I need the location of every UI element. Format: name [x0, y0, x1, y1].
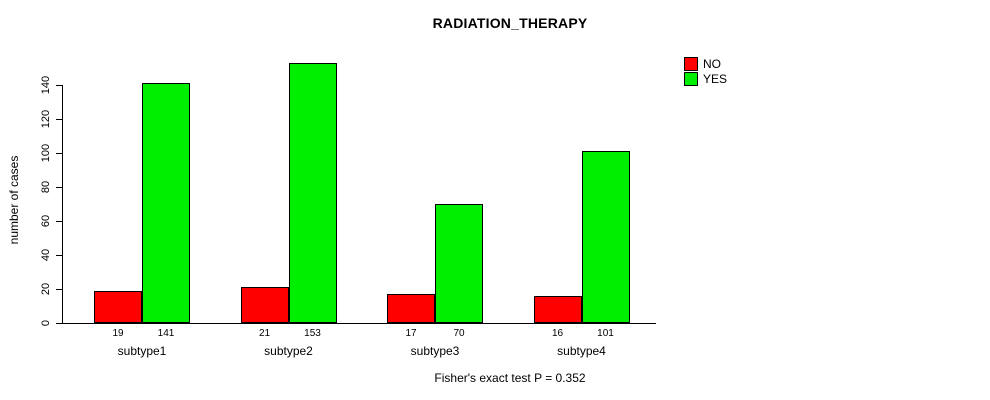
x-category-label: subtype1 [117, 344, 167, 358]
bar-no-subtype3 [387, 294, 435, 323]
y-axis-line [62, 85, 63, 323]
bar-value-label: 70 [453, 328, 465, 339]
bar-value-label: 21 [258, 328, 271, 339]
legend-label: YES [703, 72, 728, 86]
y-tick-mark [56, 153, 62, 154]
bar-value-label: 17 [405, 328, 417, 339]
y-tick-mark [56, 221, 62, 222]
legend-row-yes: YES [684, 72, 727, 86]
y-axis-label: number of cases [7, 155, 21, 245]
legend-swatch-yes [684, 72, 698, 86]
legend-swatch-no [684, 57, 698, 71]
y-tick-label: 60 [40, 214, 52, 228]
y-tick-label: 20 [40, 282, 52, 296]
y-tick-label: 140 [40, 75, 52, 95]
y-tick-label: 100 [40, 143, 52, 163]
bar-yes-subtype3 [435, 204, 483, 323]
legend-label: NO [703, 57, 721, 71]
legend-row-no: NO [684, 57, 727, 71]
y-tick-label: 120 [40, 109, 52, 129]
y-tick-mark [56, 85, 62, 86]
bar-value-label: 101 [597, 328, 614, 339]
y-tick-mark [56, 323, 62, 324]
y-tick-label: 40 [40, 248, 52, 262]
bar-no-subtype4 [533, 295, 582, 323]
x-category-label: subtype2 [264, 344, 313, 358]
y-tick-label: 80 [40, 180, 52, 194]
legend: NO YES [684, 57, 727, 87]
x-axis-line [62, 323, 656, 324]
bar-value-label: 141 [157, 328, 175, 339]
x-category-label: subtype3 [410, 344, 460, 358]
y-tick-mark [56, 255, 62, 256]
bar-value-label: 19 [112, 328, 124, 339]
bar-yes-subtype4 [581, 151, 630, 323]
bar-yes-subtype2 [288, 62, 337, 323]
bar-value-label: 153 [304, 328, 321, 339]
bar-yes-subtype1 [142, 83, 190, 323]
y-tick-mark [56, 289, 62, 290]
bar-no-subtype1 [94, 290, 142, 323]
fisher-test-caption: Fisher's exact test P = 0.352 [434, 371, 586, 385]
chart-title: RADIATION_THERAPY [432, 15, 588, 31]
y-tick-mark [56, 119, 62, 120]
y-tick-label: 0 [40, 319, 52, 327]
x-category-label: subtype4 [557, 344, 606, 358]
bar-no-subtype2 [240, 287, 289, 323]
bar-value-label: 16 [551, 328, 564, 339]
y-tick-mark [56, 187, 62, 188]
